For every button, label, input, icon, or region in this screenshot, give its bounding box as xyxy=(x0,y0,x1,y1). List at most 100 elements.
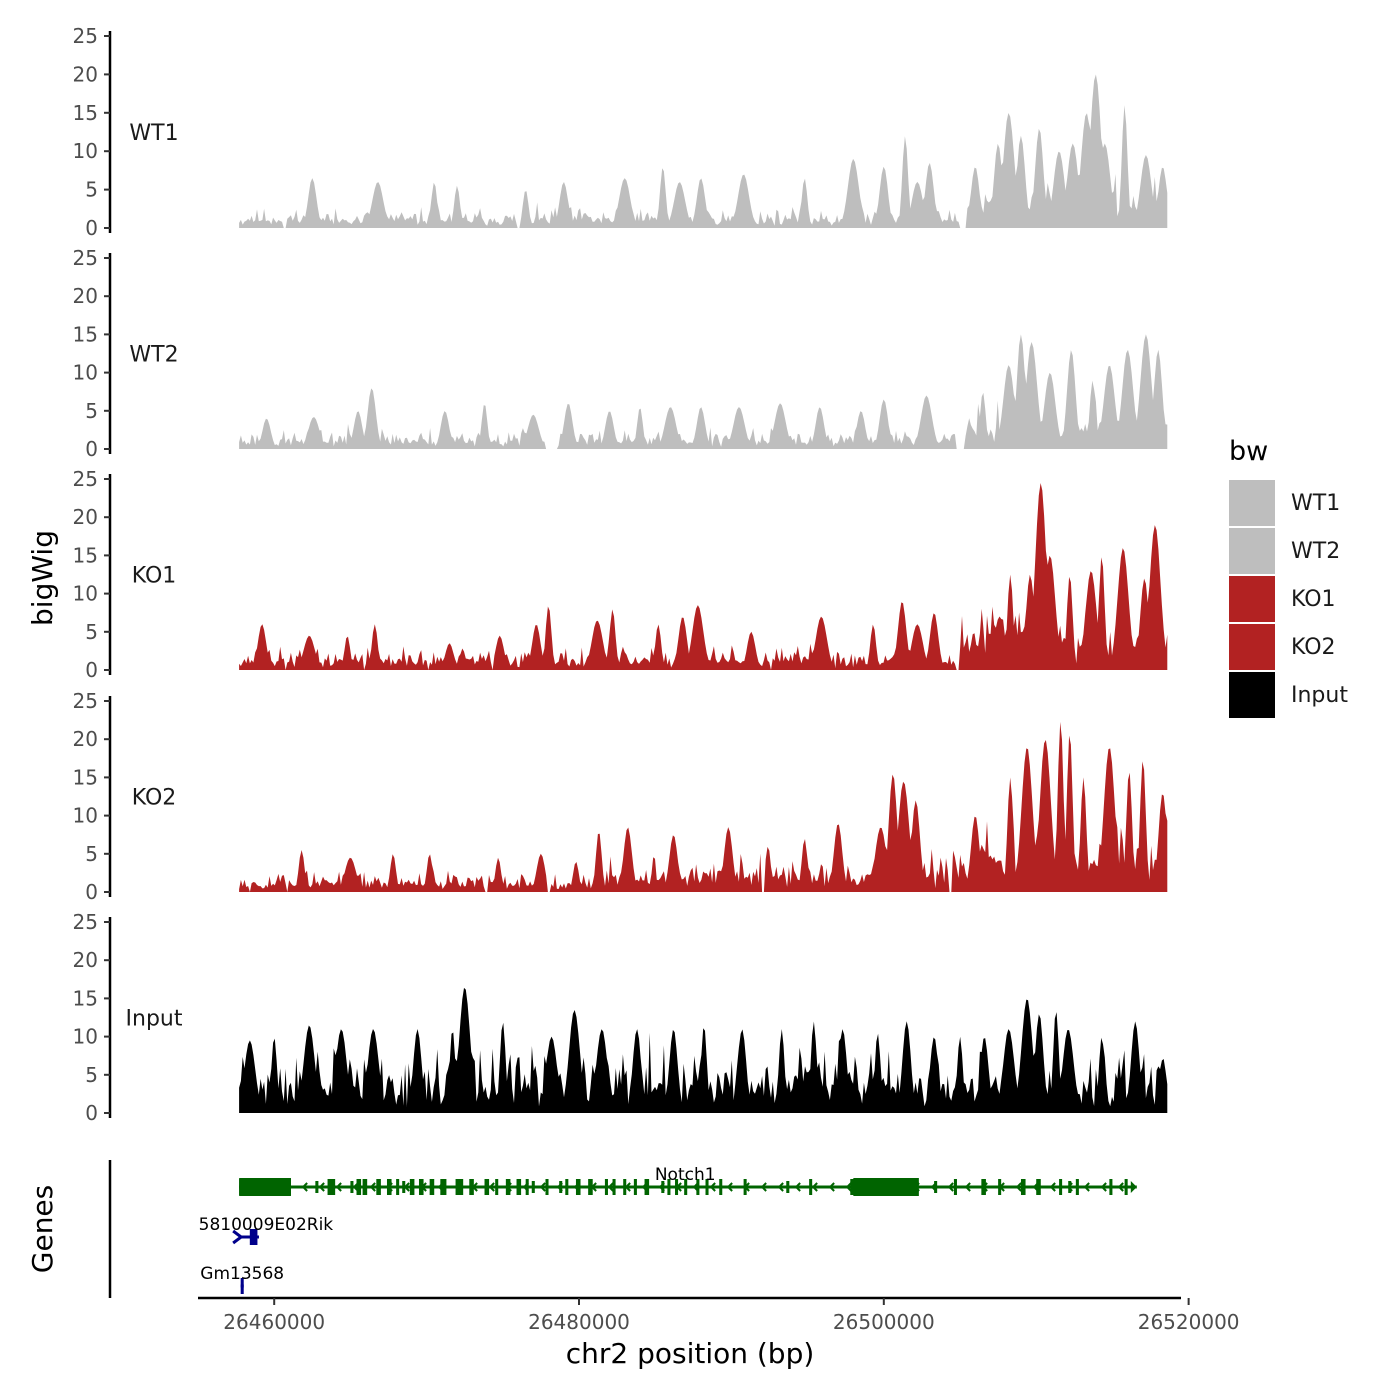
legend-key-wt2 xyxy=(1229,528,1275,574)
exon xyxy=(953,1179,957,1195)
strand-arrow xyxy=(726,1182,733,1192)
exon xyxy=(327,1179,336,1195)
exon-dense xyxy=(396,1179,400,1195)
y-tick-label: 5 xyxy=(85,178,98,202)
track-label-wt2: WT2 xyxy=(129,343,178,368)
exon xyxy=(1124,1179,1128,1195)
exon xyxy=(633,1179,637,1195)
legend: bw WT1 WT2 KO1 KO2 Input xyxy=(1229,436,1348,718)
strand-arrow xyxy=(1100,1182,1107,1192)
strand-arrow xyxy=(301,1182,308,1192)
exon xyxy=(998,1179,1002,1195)
exon-small xyxy=(1068,1181,1072,1193)
y-tick-label: 5 xyxy=(85,620,98,644)
y-tick-label: 0 xyxy=(85,437,98,461)
exon-dense xyxy=(667,1179,671,1195)
y-axis-title: bigWig xyxy=(26,530,59,626)
y-tick-label: 10 xyxy=(73,582,98,606)
y-tick-label: 25 xyxy=(73,910,98,934)
x-tick-label: 26500000 xyxy=(833,1310,935,1334)
y-tick-label: 20 xyxy=(73,948,98,972)
coverage-area-wt2 xyxy=(239,334,1168,449)
exon xyxy=(1075,1179,1079,1195)
strand-arrow xyxy=(607,1182,614,1192)
exon xyxy=(386,1179,392,1195)
strand-arrow xyxy=(777,1182,784,1192)
exon-dense xyxy=(705,1179,709,1195)
track-label-input: Input xyxy=(126,1007,183,1032)
track-wt2: 0 5 10 15 20 25 WT2 xyxy=(73,246,1168,461)
exon xyxy=(516,1179,522,1195)
strand-arrow xyxy=(794,1182,801,1192)
exon xyxy=(505,1179,511,1195)
x-axis-title: chr2 position (bp) xyxy=(566,1337,815,1370)
y-tick-label: 25 xyxy=(73,246,98,270)
exon-dense xyxy=(644,1179,650,1195)
x-axis: 26460000 26480000 26500000 26520000 xyxy=(198,1296,1240,1334)
coverage-area-wt1 xyxy=(239,74,1168,228)
exon-small xyxy=(559,1181,563,1193)
bigwig-tracks: 0510152025WT10510152025WT20510152025KO10… xyxy=(73,24,1168,1125)
exon xyxy=(743,1179,747,1195)
exon-dense xyxy=(429,1179,435,1195)
gene-label-notch1: Notch1 xyxy=(655,1165,716,1185)
y-tick-label: 25 xyxy=(73,467,98,491)
legend-title: bw xyxy=(1229,436,1268,467)
legend-key-ko2 xyxy=(1229,624,1275,670)
genes-panel: Notch1 5810009E02Rik Gm13568 xyxy=(108,1160,1137,1298)
exon-coding-block xyxy=(239,1178,291,1196)
exon-small xyxy=(786,1181,790,1193)
y-tick-label: 20 xyxy=(73,284,98,308)
track-label-ko1: KO1 xyxy=(132,564,177,589)
strand-arrow xyxy=(488,1182,495,1192)
y-tick-label: 15 xyxy=(73,986,98,1010)
exon xyxy=(684,1179,688,1195)
exon xyxy=(249,1229,258,1245)
legend-key-input xyxy=(1229,672,1275,718)
track-label-ko2: KO2 xyxy=(132,786,177,811)
y-tick-label: 15 xyxy=(73,101,98,125)
exon-dense xyxy=(696,1179,700,1195)
gene-gm13568: Gm13568 xyxy=(200,1264,284,1294)
legend-key-wt1 xyxy=(1229,480,1275,526)
exon xyxy=(455,1179,464,1195)
exon xyxy=(545,1179,549,1195)
track-ko1: 0 5 10 15 20 25 KO1 xyxy=(73,467,1168,682)
y-tick-label: 20 xyxy=(73,505,98,529)
exon-small xyxy=(402,1181,406,1193)
exon xyxy=(356,1179,362,1195)
exon-small xyxy=(350,1181,354,1193)
exon xyxy=(1109,1179,1113,1195)
y-tick-label: 10 xyxy=(73,139,98,163)
track-input: 0 5 10 15 20 25 Input xyxy=(73,910,1168,1125)
genes-axis-title: Genes xyxy=(26,1185,59,1273)
y-tick-label: 0 xyxy=(85,658,98,682)
exon xyxy=(981,1179,986,1195)
strand-arrow xyxy=(232,1229,244,1245)
x-tick-label: 26460000 xyxy=(223,1310,325,1334)
exon xyxy=(809,1179,813,1195)
y-tick-label: 10 xyxy=(73,361,98,385)
y-tick-label: 5 xyxy=(85,1063,98,1087)
exon-dense xyxy=(525,1179,529,1195)
strand-arrow xyxy=(1083,1182,1090,1192)
y-tick-label: 10 xyxy=(73,804,98,828)
exon xyxy=(850,1179,855,1195)
y-tick-label: 15 xyxy=(73,322,98,346)
strand-arrow xyxy=(947,1182,954,1192)
x-tick-label: 26480000 xyxy=(528,1310,630,1334)
y-tick-label: 25 xyxy=(73,24,98,48)
strand-arrow xyxy=(828,1182,835,1192)
x-tick-label: 26520000 xyxy=(1138,1310,1240,1334)
strand-arrow xyxy=(318,1182,325,1192)
exon-dense xyxy=(565,1179,569,1195)
y-tick-label: 15 xyxy=(73,543,98,567)
exon-dense xyxy=(623,1179,627,1195)
gene-label-gm13568: Gm13568 xyxy=(200,1264,284,1284)
coverage-area-input xyxy=(239,987,1168,1113)
strand-arrow xyxy=(811,1182,818,1192)
y-tick-label: 25 xyxy=(73,689,98,713)
exon-coding-block xyxy=(853,1178,919,1196)
exon-dense xyxy=(376,1179,381,1195)
exon xyxy=(440,1179,447,1195)
